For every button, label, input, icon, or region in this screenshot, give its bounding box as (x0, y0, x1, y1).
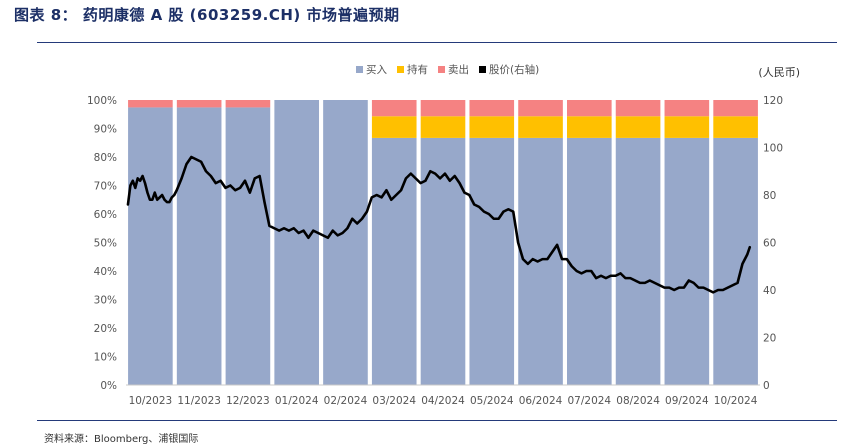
y-left-tick-label: 10% (94, 352, 117, 364)
legend-label: 股价(右轴) (489, 63, 539, 76)
bar-segment (567, 116, 612, 138)
y-left-tick-label: 80% (94, 152, 117, 164)
bar-segment (518, 100, 563, 117)
bar-segment (371, 116, 417, 138)
y-right-tick-label: 120 (763, 95, 783, 107)
x-tick-label: 08/2024 (616, 395, 660, 407)
bar-segment (225, 100, 271, 108)
bar-segment (371, 137, 417, 385)
title-divider (37, 42, 837, 43)
y-right-tick-label: 100 (763, 143, 783, 155)
bar-segment (615, 100, 661, 117)
legend-swatch (438, 66, 445, 73)
bar-segment (469, 116, 515, 138)
y-left-tick-label: 20% (94, 323, 117, 335)
y-right-tick-label: 20 (763, 333, 776, 345)
legend-swatch (479, 66, 486, 73)
bar-segment (518, 116, 563, 138)
legend-swatch (356, 66, 363, 73)
x-tick-label: 12/2023 (226, 395, 270, 407)
bar-segment (323, 100, 368, 385)
y-left-tick-label: 90% (94, 124, 117, 136)
y-left-tick-label: 100% (87, 95, 117, 107)
price-line (126, 155, 752, 294)
bar-segment (469, 137, 515, 385)
y-left-tick-label: 0% (100, 380, 117, 392)
y-left-tick-label: 60% (94, 209, 117, 221)
x-tick-label: 11/2023 (177, 395, 221, 407)
bar-segment (664, 137, 710, 385)
bar-segment (176, 107, 222, 385)
y-right-tick-label: 0 (763, 380, 770, 392)
bar-segment (713, 116, 758, 138)
bar-segment (176, 100, 222, 108)
x-tick-label: 02/2024 (324, 395, 368, 407)
footer-divider (37, 420, 837, 421)
y-left-tick-label: 50% (94, 238, 117, 250)
x-tick-label: 06/2024 (519, 395, 563, 407)
x-tick-label: 07/2024 (567, 395, 611, 407)
legend-label: 持有 (407, 63, 428, 76)
bar-segment (615, 137, 661, 385)
y-left-tick-label: 30% (94, 295, 117, 307)
bar-segment (567, 100, 612, 117)
bar-segment (713, 137, 758, 385)
x-tick-label: 10/2023 (129, 395, 173, 407)
bar-segment (615, 116, 661, 138)
bar-segment (664, 116, 710, 138)
bar-segment (420, 100, 466, 117)
y-left-tick-label: 40% (94, 266, 117, 278)
legend-label: 买入 (366, 64, 387, 76)
bar-segment (371, 100, 417, 117)
x-tick-label: 10/2024 (714, 395, 758, 407)
x-tick-label: 03/2024 (372, 395, 416, 407)
bar-segment (469, 100, 515, 117)
y-left-tick-label: 70% (94, 181, 117, 193)
legend-label: 卖出 (448, 63, 469, 76)
y-right-tick-label: 80 (763, 190, 776, 202)
legend-swatch (397, 66, 404, 73)
bar-segment (420, 116, 466, 138)
y-right-unit-label: (人民币) (758, 66, 800, 79)
bar-segment (128, 100, 173, 108)
bar-segment (225, 107, 271, 385)
x-tick-label: 04/2024 (421, 395, 465, 407)
bar-segment (713, 100, 758, 117)
y-right-tick-label: 60 (763, 238, 776, 250)
bar-segment (274, 100, 319, 385)
bar-segment (664, 100, 710, 117)
source-note: 资料来源：Bloomberg、浦银国际 (44, 434, 199, 445)
x-tick-label: 09/2024 (665, 395, 709, 407)
figure-title: 图表 8： 药明康德 A 股 (603259.CH) 市场普遍预期 (14, 6, 400, 24)
bar-segment (567, 137, 612, 385)
bar-segment (128, 107, 173, 385)
y-right-tick-label: 40 (763, 285, 776, 297)
x-tick-label: 01/2024 (275, 395, 319, 407)
x-tick-label: 05/2024 (470, 395, 514, 407)
